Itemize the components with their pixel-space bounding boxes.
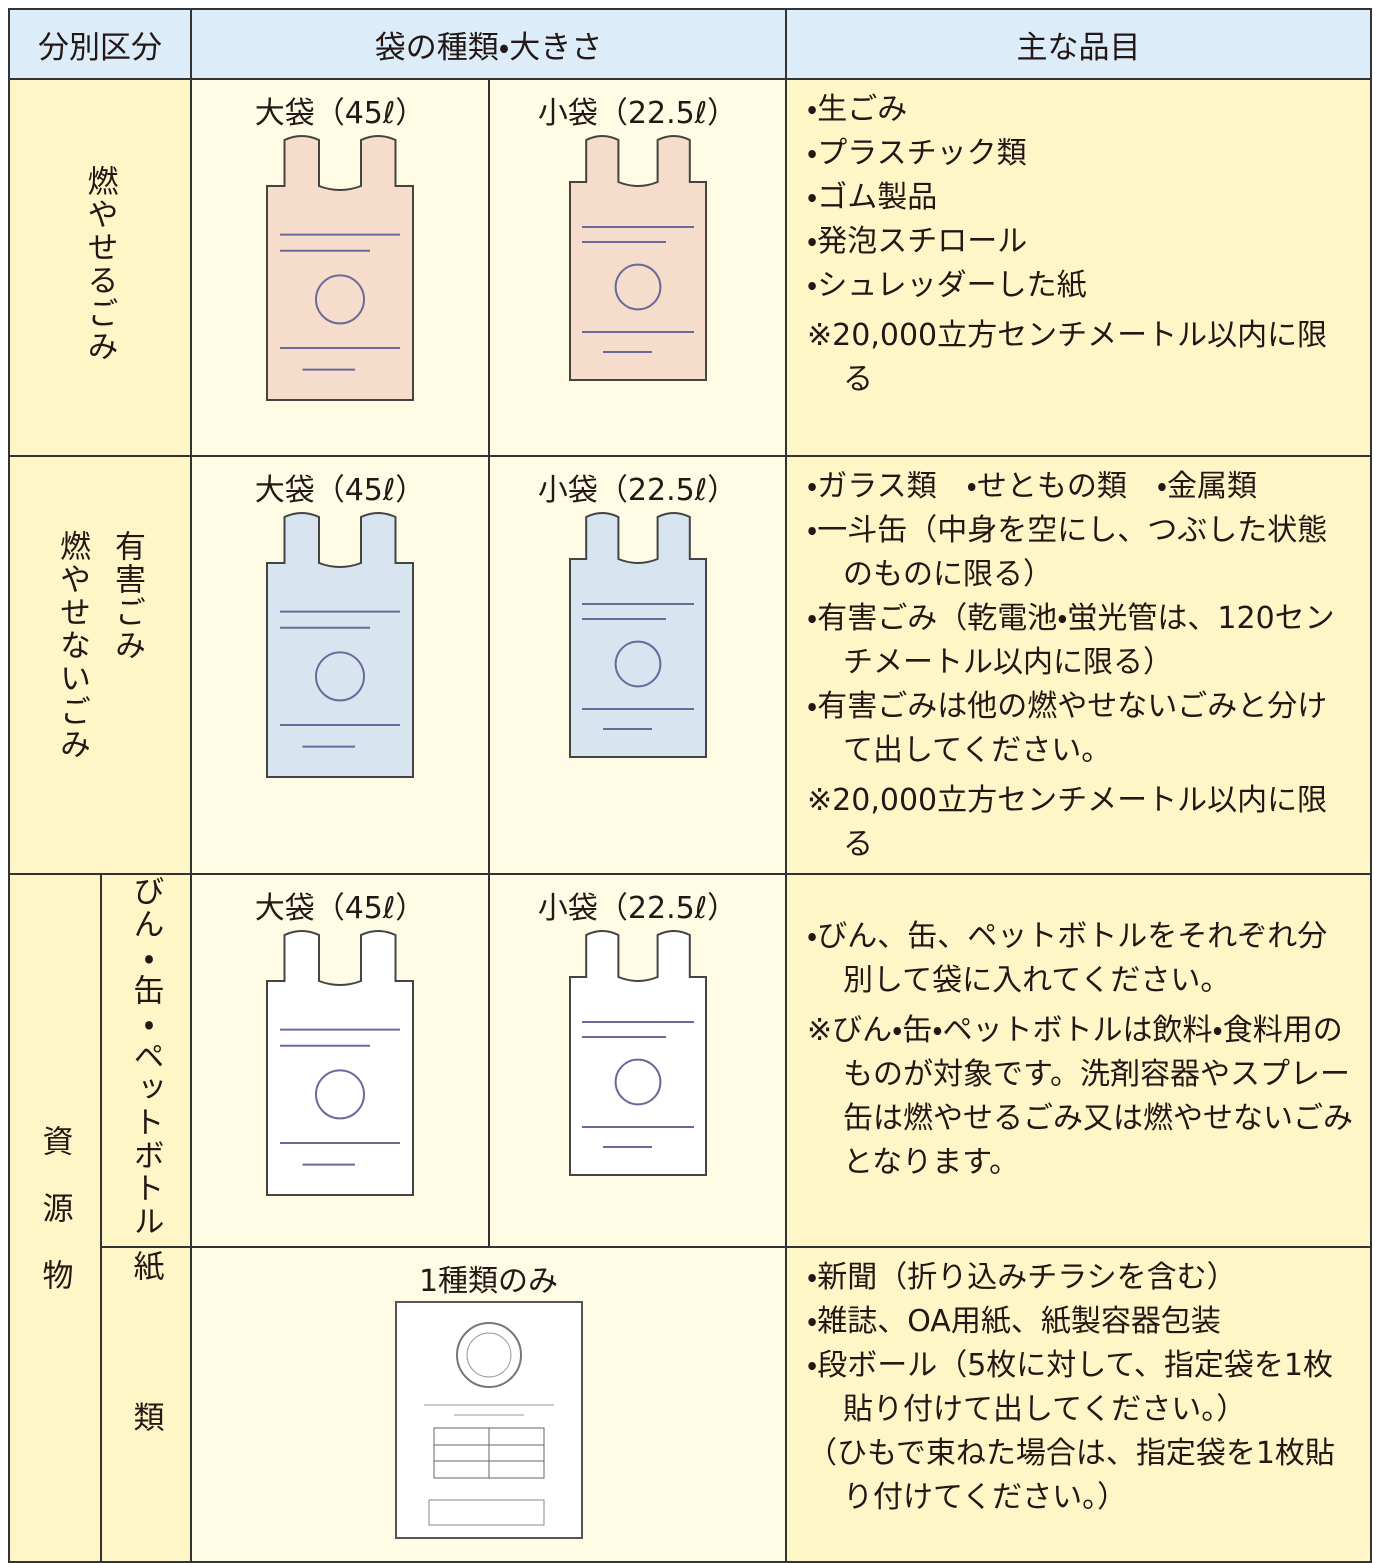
- subcategory-cell: びん・缶・ペットボトル: [100, 873, 192, 1248]
- item: ・生ごみ: [807, 92, 908, 127]
- item: ・新聞（折り込みチラシを含む）: [807, 1260, 1237, 1295]
- bag-image: [266, 135, 414, 401]
- bag-cell: 小袋（22.5ℓ）: [487, 455, 788, 875]
- category-cell: 燃やせるごみ: [8, 78, 192, 457]
- item: ・発泡スチロール: [807, 224, 1028, 259]
- note: ※20,000立方センチメートル以内に限る: [807, 783, 1328, 862]
- items-cell: ・新聞（折り込みチラシを含む） ・雑誌、OA用紙、紙製容器包装・段ボール（5枚に対…: [785, 1246, 1373, 1563]
- paper-bag-image: [394, 1301, 583, 1539]
- category: 燃やせるごみ: [81, 164, 118, 363]
- item: ・ゴム製品: [807, 180, 938, 215]
- category-cell: 燃やせないごみ 有害ごみ: [8, 455, 192, 875]
- bag-label: 小袋（22.5ℓ）: [537, 891, 738, 926]
- items-cell: ・びん、缶、ペットボトルをそれぞれ分別して袋に入れてください。 ※びん・缶・ペット…: [785, 873, 1373, 1248]
- bag-cell: 大袋（45ℓ）: [190, 78, 490, 457]
- page: 分別区分 袋の種類・大きさ 主な品目 燃やせるごみ 大袋（45ℓ） 小袋（22.…: [8, 8, 1373, 1563]
- header-cell: 分別区分: [8, 8, 192, 80]
- bag-image: [568, 930, 707, 1176]
- item: ・シュレッダーした紙: [807, 268, 1087, 303]
- bag-cell: 大袋（45ℓ）: [190, 873, 490, 1248]
- bag-image: [568, 135, 707, 381]
- sorting-table: 分別区分 袋の種類・大きさ 主な品目 燃やせるごみ 大袋（45ℓ） 小袋（22.…: [8, 8, 1373, 1563]
- bag-label: 大袋（45ℓ）: [254, 891, 426, 926]
- item: ・一斗缶（中身を空にし、つぶした状態のものに限る）: [807, 513, 1328, 592]
- bag-label: 小袋（22.5ℓ）: [537, 96, 738, 131]
- item: ・段ボール（5枚に対して、指定袋を1枚貼り付けて出してください。）: [807, 1348, 1333, 1427]
- item: ・びん、缶、ペットボトルをそれぞれ分別して袋に入れてください。: [807, 919, 1328, 998]
- header-cell: 主な品目: [785, 8, 1373, 80]
- bag-cell: 小袋（22.5ℓ）: [487, 873, 788, 1248]
- bag-cell: 1種類のみ: [189, 1246, 788, 1563]
- subcategory-cell: 紙類: [100, 1246, 192, 1563]
- bag-image: [266, 930, 414, 1196]
- item: （ひもで束ねた場合は、指定袋を1枚貼り付けてください。）: [807, 1436, 1335, 1515]
- bag-image: [568, 512, 707, 758]
- category: 資源物: [36, 1125, 73, 1326]
- bag-label: 大袋（45ℓ）: [254, 96, 426, 131]
- note: ※20,000立方センチメートル以内に限る: [807, 318, 1328, 397]
- note: ※びん・缶・ペットボトルは飲料・食料用のものが対象です。洗剤容器やスプレー缶は燃…: [807, 1013, 1354, 1180]
- bag-label: 大袋（45ℓ）: [254, 473, 426, 508]
- item: ・プラスチック類: [807, 136, 1027, 171]
- bag-cell: 小袋（22.5ℓ）: [487, 78, 788, 457]
- subcategory: びん・缶・ペットボトル: [127, 875, 164, 1238]
- items-cell: ・生ごみ・プラスチック類 ・ゴム製品・発泡スチロール・シュレッダーした紙 ※20,0…: [785, 78, 1373, 457]
- items-cell: ・ガラス類 ・せともの類 ・金属類・一斗缶（中身を空にし、つぶした状態のものに限…: [785, 455, 1373, 875]
- subcategory: 紙類: [127, 1249, 164, 1552]
- category-cell: 資源物: [8, 873, 102, 1563]
- bag-cell: 大袋（45ℓ）: [190, 455, 490, 875]
- category: 燃やせないごみ: [54, 529, 90, 761]
- header-cell: 袋の種類・大きさ: [189, 8, 788, 80]
- item: ・雑誌、OA用紙、紙製容器包装: [807, 1304, 1221, 1339]
- item: ・ガラス類 ・せともの類 ・金属類: [807, 469, 1258, 504]
- bag-image: [266, 512, 414, 778]
- bag-label: 1種類のみ: [418, 1264, 559, 1299]
- subcategory: 有害ごみ: [109, 529, 145, 662]
- bag-label: 小袋（22.5ℓ）: [537, 473, 738, 508]
- item: ・有害ごみは他の燃やせないごみと分けて出してください。: [807, 689, 1328, 768]
- item: ・有害ごみ（乾電池・蛍光管は、120センチメートル以内に限る）: [807, 601, 1335, 680]
